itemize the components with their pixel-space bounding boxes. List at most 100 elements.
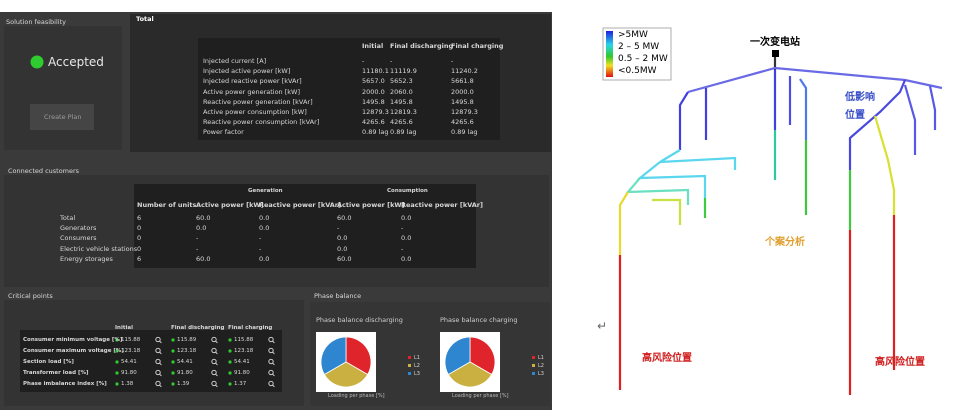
button-bg [30, 104, 94, 130]
search-icon [268, 336, 274, 343]
column-header: Final discharging [390, 42, 454, 50]
cell: 2000.0 [362, 87, 385, 96]
cell: 2000.0 [451, 87, 474, 96]
pie-slice [444, 336, 471, 376]
status-dot [115, 360, 119, 364]
cell: - [362, 57, 365, 65]
cell: 11240.2 [451, 67, 478, 76]
column-header: Number of units [137, 201, 197, 209]
cell: - [451, 57, 454, 65]
search-icon [268, 358, 274, 365]
critical-table [20, 330, 282, 392]
cell: 123.18 [234, 348, 254, 354]
column-header: Reactive power [kVAr] [259, 201, 341, 209]
legend-box [602, 27, 672, 81]
search-icon [155, 380, 161, 387]
search-icon [268, 380, 274, 387]
column-header: Final charging [451, 42, 504, 50]
network-tree [618, 57, 943, 395]
cell: 54.41 [177, 359, 193, 365]
cell: - [401, 224, 404, 233]
section-title: Solution feasibility [6, 18, 66, 26]
cell: 0.0 [401, 254, 412, 263]
section-title: Critical points [8, 292, 53, 300]
row-label: Electric vehicle stations [60, 244, 138, 253]
search-icon [159, 351, 162, 355]
status-dot [171, 371, 175, 375]
column-header: Active power [kW] [337, 201, 405, 209]
search-icon [211, 358, 217, 365]
legend-label: L3 [538, 371, 544, 377]
search-icon [211, 336, 217, 343]
row-label: Reactive power generation [kVAr] [203, 97, 313, 106]
row-label: Consumers [60, 234, 97, 243]
search-icon [272, 340, 275, 344]
row-label: Reactive power consumption [kVAr] [203, 118, 320, 127]
cell: 123.18 [177, 348, 197, 354]
paragraph-mark: ↵ [597, 319, 607, 333]
status-dot [115, 371, 119, 375]
chart-title: Phase balance charging [440, 316, 518, 324]
search-icon [159, 362, 162, 366]
cell: 54.41 [121, 359, 137, 365]
search-icon [272, 362, 275, 366]
cell: 12879.3 [362, 108, 389, 116]
cell: 1.38 [121, 381, 134, 387]
cell: 115.88 [234, 337, 254, 343]
cell: 60.0 [196, 214, 211, 222]
legend-swatch [532, 356, 535, 359]
status-dot [228, 349, 232, 353]
legend-swatch [408, 364, 411, 367]
search-icon [211, 369, 217, 376]
legend-swatch [532, 364, 535, 367]
legend-label: L1 [538, 355, 544, 361]
legend-label: 2 – 5 MW [618, 42, 659, 52]
search-icon [155, 358, 161, 365]
search-icon [211, 380, 217, 387]
cell: 0.89 lag [390, 128, 417, 137]
group-header: Consumption [387, 188, 428, 194]
cell: 0.0 [401, 214, 412, 222]
cell: 1.37 [234, 381, 247, 387]
row-label: Section load [%] [23, 359, 74, 365]
cell: 91.80 [177, 370, 193, 376]
chart-title: Phase balance discharging [316, 316, 403, 324]
customers-table [134, 184, 476, 268]
search-icon [215, 373, 218, 377]
cell: 4265.6 [451, 118, 474, 127]
high-risk-label: 高风险位置 [875, 355, 925, 368]
column-header: Final charging [228, 325, 273, 331]
cell: 0.89 lag [451, 128, 478, 137]
row-label: Injected active power [kW] [203, 67, 291, 76]
row-label: Injected reactive power [kVAr] [203, 77, 302, 86]
section-title: Total [136, 15, 154, 23]
create-plan-button[interactable]: Create Plan [44, 113, 82, 121]
search-icon [268, 347, 274, 354]
high-risk-label: 高风险位置 [642, 351, 692, 364]
cell: 0 [137, 234, 142, 243]
status-dot [115, 382, 119, 386]
column-header: Initial [362, 42, 384, 50]
cell: 12819.3 [390, 108, 417, 116]
cell: 5657.0 [362, 77, 385, 86]
status-dot [228, 338, 232, 342]
low-impact-label: 位置 [845, 108, 865, 121]
pie-slice [320, 336, 347, 376]
cell: - [259, 244, 262, 253]
cell: 4265.6 [390, 118, 413, 127]
cell: 5652.3 [390, 77, 413, 86]
cell: - [259, 234, 262, 243]
cell: 0.0 [259, 254, 270, 263]
legend-swatch [408, 372, 411, 375]
legend-label: L1 [414, 355, 420, 361]
pie-slice [323, 361, 369, 388]
search-icon [272, 384, 275, 388]
cell: 0.89 lag [362, 128, 389, 137]
status-dot [228, 371, 232, 375]
search-icon [272, 351, 275, 355]
search-icon [155, 369, 161, 376]
status-dot [115, 338, 119, 342]
cell: 5661.8 [451, 77, 474, 86]
